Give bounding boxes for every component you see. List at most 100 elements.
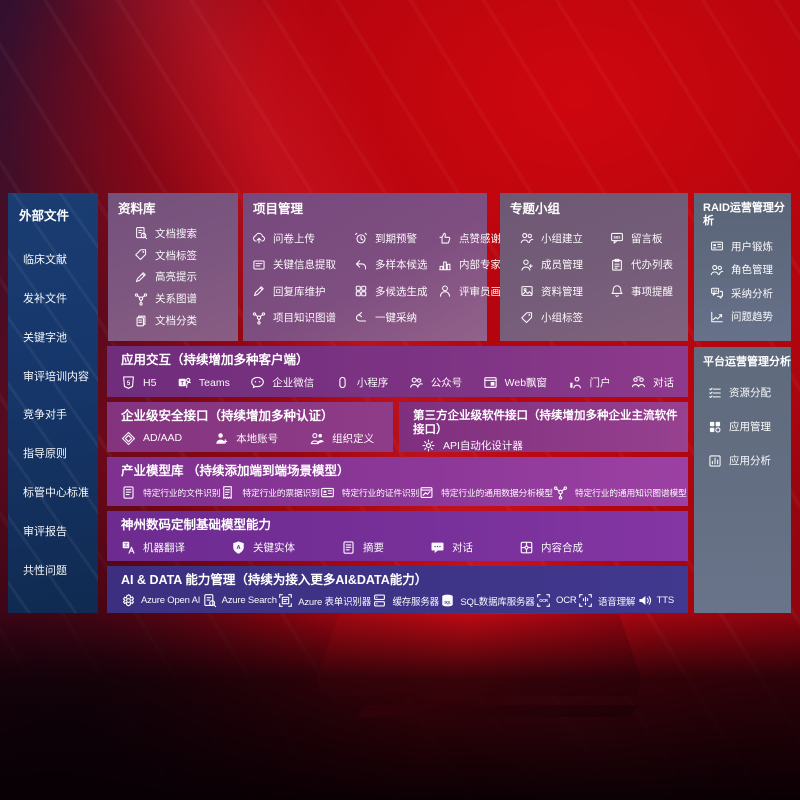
sidebar-item: 竞争对手 <box>23 409 67 422</box>
feature-item: 特定行业的通用知识图谱模型 <box>553 485 687 500</box>
svg-text:文: 文 <box>124 541 129 548</box>
feature-label: 公众号 <box>430 377 463 390</box>
mini-program-icon <box>335 375 350 390</box>
feature-label: 门户 <box>589 377 611 390</box>
base-model-capability-items: 文 机器翻译 A 关键实体 摘要 对话 内容合成 <box>107 534 688 561</box>
feature-label: 点赞感谢 <box>459 232 501 245</box>
feature-item: QA 采纳分析 <box>710 286 789 301</box>
external-files-list: 临床文献 发补文件 关键字池 审评培训内容 竞争对手 指导原则 标管中心标准 审评报告 共性问题 <box>8 226 98 613</box>
feature-item: 内容合成 <box>519 540 583 555</box>
feature-item: 应用分析 <box>708 453 789 468</box>
speech-icon <box>578 593 593 608</box>
feature-item: 对话 <box>631 375 674 390</box>
laptop-base-bar <box>357 705 640 717</box>
chat-icon <box>430 540 445 555</box>
tag-icon <box>134 248 148 262</box>
feature-item: 一键采纳 <box>354 310 438 325</box>
feature-label: 特定行业的证件识别 <box>341 488 420 499</box>
svg-text:BBS: BBS <box>614 235 621 239</box>
doc-recognize-icon <box>121 485 136 500</box>
member-icon <box>520 258 534 272</box>
local-account-icon <box>214 431 229 446</box>
raid-ops-analysis-items: 用户锻炼 角色管理 QA 采纳分析 问题趋势 <box>694 228 791 341</box>
feature-item: 关键信息提取 <box>252 257 354 272</box>
feature-label: 摘要 <box>363 541 384 554</box>
feature-item: 缓存服务器 <box>372 593 439 608</box>
project-management-panel: 项目管理 问卷上传 到期预警 点赞感谢 关键信息提取 多样本候选 内部专家排名 回复库维护多… <box>243 193 522 341</box>
card-extract-icon <box>252 258 266 272</box>
feature-item: API自动化设计器 <box>421 438 523 453</box>
sidebar-item: 共性问题 <box>23 565 67 578</box>
form-recognizer-icon <box>278 593 293 608</box>
feature-item: 问卷上传 <box>252 231 354 246</box>
app-interaction-title: 应用交互（持续增加多种客户端） <box>121 353 309 367</box>
feature-label: 应用管理 <box>729 421 771 434</box>
tag-icon <box>520 311 534 325</box>
feature-item: Web飘窗 <box>483 375 547 390</box>
raid-ops-analysis-panel: RAID运营管理分析 用户锻炼 角色管理 QA 采纳分析 问题趋势 <box>694 193 791 341</box>
compose-icon <box>519 540 534 555</box>
todo-list-icon <box>610 258 624 272</box>
openai-icon <box>121 593 136 608</box>
feature-item: 项目知识图谱 <box>252 310 354 325</box>
graph-icon <box>134 292 148 306</box>
feature-label: 组织定义 <box>332 432 375 445</box>
external-files-title: 外部文件 <box>19 209 70 223</box>
feature-item: 摘要 <box>341 540 384 555</box>
enterprise-security-items: AD/AAD 本地账号 组织定义 <box>107 425 393 452</box>
feature-item: 资源分配 <box>708 385 789 400</box>
bell-icon <box>610 284 624 298</box>
platform-ops-analysis-title: 平台运营管理分析 <box>703 356 791 368</box>
qa-chat-icon: QA <box>710 286 724 300</box>
third-party-interface-title: 第三方企业级软件接口（持续增加多种企业主流软件接口） <box>413 410 678 437</box>
feature-label: 关键信息提取 <box>273 259 336 272</box>
org-people-icon <box>310 431 325 446</box>
feature-label: 特定行业的票据识别 <box>242 488 320 499</box>
dialog-people-icon <box>631 375 646 390</box>
app-grid-icon <box>708 420 722 434</box>
feature-item: 成员管理 <box>520 257 610 272</box>
platform-ops-analysis-items: 资源分配应用管理应用分析 <box>694 369 791 468</box>
feature-label: 问卷上传 <box>273 232 315 245</box>
ai-data-capability-title: AI & DATA 能力管理（持续为接入更多AI&DATA能力） <box>121 573 428 587</box>
pen-icon <box>252 284 266 298</box>
project-management-items: 问卷上传 到期预警 点赞感谢 关键信息提取 多样本候选 内部专家排名 回复库维护 多候选生成评… <box>243 217 522 341</box>
feature-label: 本地账号 <box>236 432 279 445</box>
h5-icon: 5 <box>121 375 136 390</box>
base-model-capability-band: 神州数码定制基础模型能力 文 机器翻译 A 关键实体 摘要 对话 内容合成 <box>107 511 688 561</box>
feature-item: 特定行业的通用数据分析模型 <box>419 485 553 500</box>
feature-item: 特定行业的证件识别 <box>320 485 419 500</box>
laptop-silhouette <box>316 614 642 696</box>
feature-item: Azure 表单识别器 <box>278 593 371 608</box>
feature-label: 文档标签 <box>155 249 197 262</box>
feature-label: 代办列表 <box>631 259 673 272</box>
feature-item: 角色管理 <box>710 262 789 277</box>
feature-label: TTS <box>656 595 675 607</box>
people-icon <box>710 263 724 277</box>
sql-database-icon: SQL <box>440 593 455 608</box>
third-party-interface-items: API自动化设计器 <box>399 438 688 453</box>
reply-arrow-icon <box>354 258 368 272</box>
feature-label: 多候选生成 <box>375 285 428 298</box>
feature-item: 事项提醒 <box>610 284 684 299</box>
svg-text:A: A <box>236 545 240 551</box>
feature-label: 内容合成 <box>541 541 583 554</box>
feature-item: OCR OCR <box>536 593 577 608</box>
feature-item: 5 H5 <box>121 375 156 390</box>
svg-text:OCR: OCR <box>539 599 548 604</box>
feature-label: 小组建立 <box>541 232 583 245</box>
web-window-icon <box>483 375 498 390</box>
feature-item: 文 机器翻译 <box>121 540 185 555</box>
feature-label: 留言板 <box>631 232 663 245</box>
feature-item: 语音理解 <box>578 593 635 608</box>
bbs-board-icon: BBS <box>610 231 624 245</box>
id-card-icon <box>320 485 335 500</box>
feature-label: Azure Open AI <box>141 595 201 607</box>
feature-label: 多样本候选 <box>375 259 428 272</box>
repository-items: 文档搜索 文档标签 高亮提示 关系图谱 文档分类 <box>108 217 238 341</box>
entity-shield-icon: A <box>231 540 246 555</box>
feature-label: 小组标签 <box>541 312 583 325</box>
feature-label: 采纳分析 <box>731 287 773 300</box>
alarm-icon <box>354 231 368 245</box>
